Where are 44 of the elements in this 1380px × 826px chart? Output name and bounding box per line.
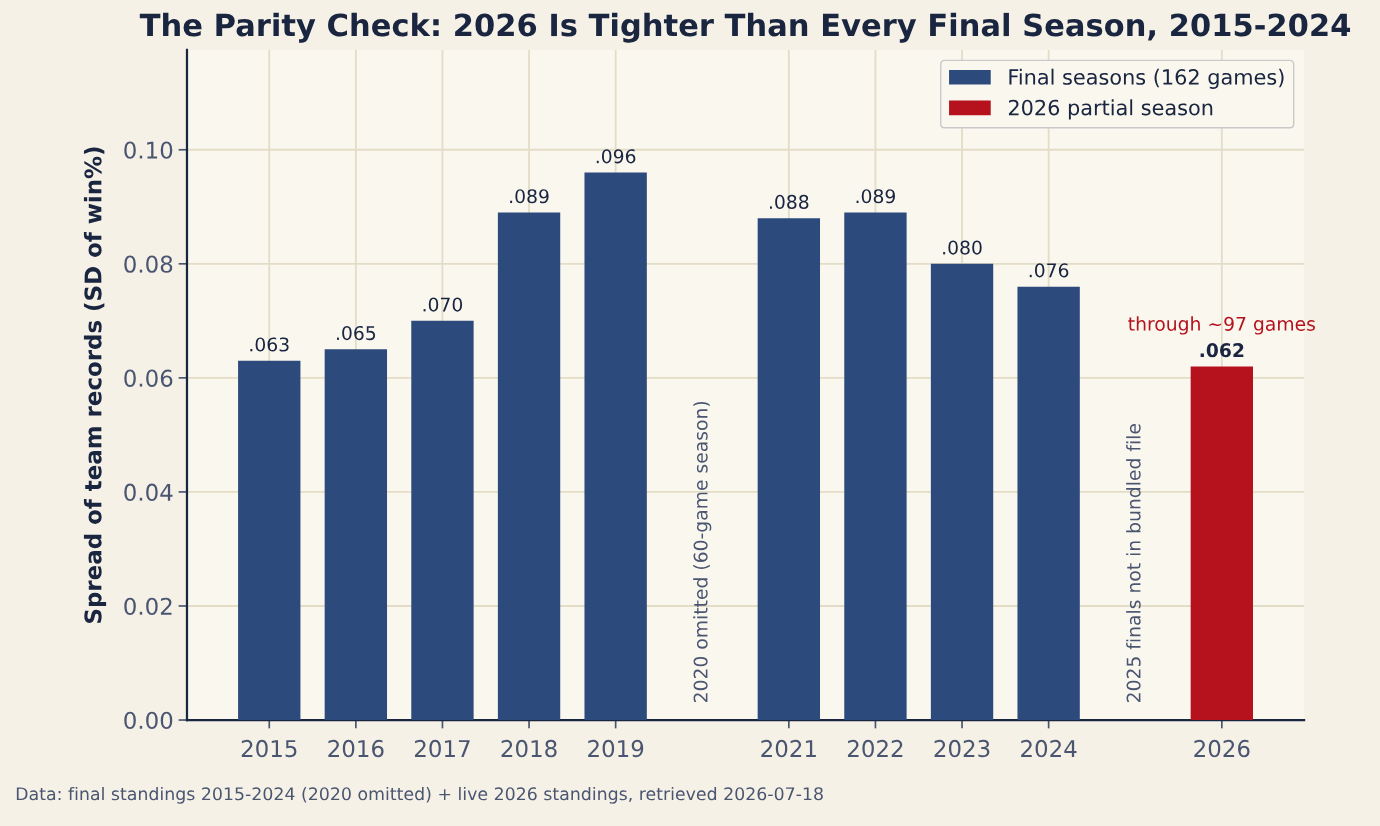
x-tick-label: 2024 [1021,739,1077,758]
y-tick-label: 0.06 [124,369,173,387]
bar [757,218,821,721]
x-tick-label: 2018 [501,739,557,758]
y-tick-label: 0.10 [124,141,173,159]
legend-label: 2026 partial season [1008,99,1213,120]
data-label: .080 [943,240,982,255]
bar [238,360,301,721]
text: Data: final standings 2015-2024 (2020 omitted) + live 2026 standings, retrieved 2026-07-18 [16,786,823,804]
data-label: .076 [1029,263,1069,278]
y-axis-title: Spread of team records (SD of win%) [83,147,107,623]
data-label: .096 [596,149,636,164]
data-label: .065 [336,325,376,341]
x-tick-label: 2022 [847,739,903,758]
chart-title: The Parity Check: 2026 Is Tighter Than Every Final Season, 2015-2024 [139,12,1351,43]
annotation: 2020 omitted (60-game season) [693,401,712,702]
x-tick-label: 2019 [588,739,644,758]
data-label: .063 [250,337,289,352]
x-tick-label: 2015 [241,739,297,758]
bar [497,212,561,721]
x-tick-label: 2021 [761,739,816,758]
y-tick-label: 0.02 [124,597,172,616]
x-tick-label: 2026 [1194,739,1250,758]
annotation: through ~97 games [1128,316,1315,335]
x-tick-label: 2017 [414,739,470,758]
bar [844,212,907,721]
legend-label: Final seasons (162 games) [1009,68,1284,89]
data-label: .070 [423,297,463,312]
bar [411,320,474,721]
data-label: .088 [769,194,809,210]
bar [930,263,994,721]
data-label: .089 [510,189,549,204]
bar [1190,366,1254,721]
y-tick-label: 0.04 [124,483,173,501]
bar [1017,286,1080,721]
bar [584,172,647,721]
y-tick-label: 0.00 [124,711,173,730]
bar [324,349,388,721]
annotation: 2025 finals not in bundled file [1126,424,1141,702]
y-tick-label: 0.08 [124,255,173,273]
x-tick-label: 2023 [934,739,990,758]
data-label: .062 [1200,343,1244,358]
data-label: .089 [856,189,895,204]
x-tick-label: 2016 [328,739,384,758]
